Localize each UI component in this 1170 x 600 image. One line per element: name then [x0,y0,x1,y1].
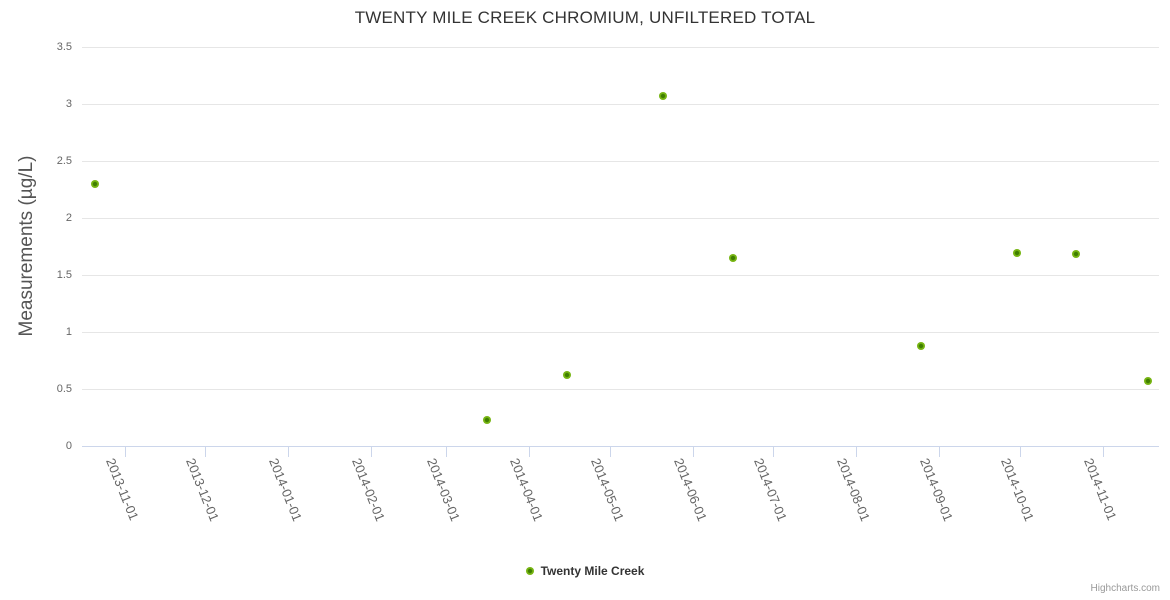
x-axis-label: 2014-05-01 [587,456,627,524]
y-gridline [82,389,1159,390]
y-gridline [82,161,1159,162]
y-gridline [82,275,1159,276]
y-axis-label: 0.5 [56,383,72,395]
y-axis-label: 0 [65,440,72,452]
chart-title: TWENTY MILE CREEK CHROMIUM, UNFILTERED T… [354,8,816,27]
data-point[interactable] [91,179,100,188]
x-axis-label: 2014-06-01 [670,456,710,524]
data-point[interactable] [562,371,571,380]
x-axis-label: 2014-03-01 [424,456,464,524]
x-axis-tick [856,447,858,457]
x-axis-tick [692,447,694,457]
x-axis-tick [609,447,611,457]
y-gridline [82,47,1159,48]
x-axis-tick [529,447,531,457]
data-point[interactable] [1144,377,1153,386]
data-point[interactable] [916,341,925,350]
legend: Twenty Mile Creek [0,564,1170,578]
x-axis-label: 2014-08-01 [834,456,874,524]
x-axis-tick [446,447,448,457]
x-axis-label: 2014-01-01 [266,456,306,524]
x-axis-label: 2013-11-01 [102,456,142,523]
x-axis-tick [939,447,941,457]
x-axis-label: 2014-10-01 [997,456,1037,524]
x-axis-label: 2014-04-01 [507,456,547,524]
x-axis-label: 2014-09-01 [917,456,957,524]
data-point[interactable] [482,415,491,424]
data-point[interactable] [729,253,738,262]
x-axis-tick [371,447,373,457]
y-gridline [82,104,1159,105]
y-axis-label: 1.5 [56,269,72,281]
y-gridline [82,332,1159,333]
x-axis-tick [124,447,126,457]
y-axis-label: 2 [65,212,72,224]
data-point[interactable] [659,92,668,101]
legend-marker-icon [525,567,534,575]
x-axis-tick [1102,447,1104,457]
x-axis-label: 2014-11-01 [1080,456,1120,523]
x-axis-tick [1019,447,1021,457]
y-axis-label: 1 [65,326,72,338]
y-axis-label: 3 [65,98,72,110]
x-axis-tick [773,447,775,457]
y-gridline [82,218,1159,219]
highcharts-credits-link[interactable]: Highcharts.com [1090,583,1160,594]
y-axis-label: 2.5 [56,155,72,167]
data-point[interactable] [1013,249,1021,258]
legend-item-twenty-mile-creek[interactable]: Twenty Mile Creek [525,564,645,578]
x-axis-tick [205,447,207,457]
legend-label: Twenty Mile Creek [540,564,645,578]
x-axis-label: 2014-07-01 [751,456,791,524]
x-axis-tick [288,447,290,457]
x-axis-label: 2013-12-01 [183,456,223,524]
x-axis-label: 2014-02-01 [349,456,389,524]
y-axis-label: 3.5 [56,41,72,53]
y-axis-title: Measurements (µg/L) [16,155,37,337]
data-point[interactable] [1071,250,1080,259]
x-axis-line [82,446,1159,447]
